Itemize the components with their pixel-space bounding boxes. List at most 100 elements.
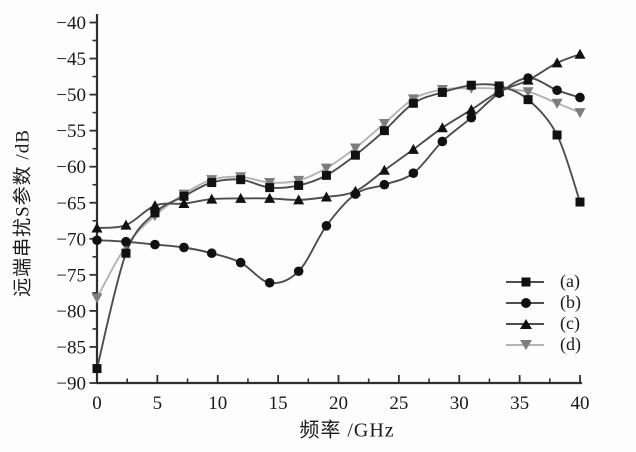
series-a-marker [150,208,160,218]
series-c-line [96,53,581,229]
series-c-marker [206,193,218,204]
series-b-marker [494,88,504,98]
series-d-marker [551,98,563,109]
series-c-marker [407,143,419,154]
series-c-marker [178,197,190,208]
series-b-marker [466,112,477,123]
series-b-marker [150,239,160,250]
y-tick-label: −75 [56,265,86,286]
series-b-marker [92,235,102,246]
series-c-marker [149,200,161,211]
y-tick-label: −85 [56,337,86,358]
x-tick-label: 35 [510,393,529,414]
series-a-marker [207,178,217,188]
series-b-marker [293,266,304,277]
x-tick-label: 40 [571,393,590,414]
y-axis-label: 远端串扰S参数 /dB [12,129,34,297]
series-b-marker [121,236,131,247]
series-b-marker [206,248,217,259]
series-a-marker [121,248,131,258]
series-b-marker [523,73,533,83]
series-c-marker [551,57,563,68]
y-tick-label: −65 [56,193,86,214]
series-a-marker [321,170,331,180]
legend-label-b: (b) [560,292,581,312]
legend-swatch-d [504,338,548,352]
series-a-marker [265,183,275,193]
series-a-marker [552,130,562,140]
y-tick-label: −55 [56,121,86,142]
series-d-marker [378,118,390,129]
series-a-marker [437,87,447,97]
y-tick-label: −40 [56,13,86,34]
triangle-up-marker-icon [520,318,532,329]
legend-label-c: (c) [560,313,580,333]
y-tick-label: −70 [56,229,86,250]
x-tick-label: 0 [92,393,102,414]
series-c-marker [320,191,332,202]
x-tick-label: 5 [153,393,163,414]
x-tick-label: 30 [450,393,469,414]
series-b-marker [179,242,189,253]
series-d-marker [349,143,361,154]
series-c-marker [574,48,586,59]
y-tick-label: −90 [56,374,86,395]
series-c-marker [378,164,390,175]
series-a-marker [408,98,418,108]
series-b-marker [350,189,361,199]
x-axis-label: 频率 /GHz [299,419,395,442]
legend-swatch-b [504,296,548,310]
series-c-marker [264,192,276,203]
y-tick-label: −80 [56,301,86,322]
series-d-marker [264,178,276,189]
series-a-marker [294,180,304,190]
series-a-marker [379,126,389,136]
y-tick-label: −45 [56,49,86,70]
legend-swatch-c [504,317,548,331]
series-d-marker [293,175,305,186]
series-b-line [96,77,581,285]
series-b-marker [379,179,390,190]
legend-label-a: (a) [560,271,580,291]
series-b-marker [264,277,275,288]
series-c-marker [293,194,305,205]
series-a-marker [92,364,102,374]
x-tick-label: 10 [208,393,227,414]
series-b-marker [321,221,332,231]
legend-swatch-a [504,275,548,289]
series-b-marker [408,168,419,178]
series-b-marker [575,92,585,103]
series-a-marker [179,191,189,201]
series-c-marker [436,122,448,133]
x-tick-label: 20 [329,393,348,414]
legend: (a) (b) (c) (d) [504,271,581,355]
series-c-marker [465,104,477,115]
legend-item-a: (a) [504,271,581,292]
series-d-marker [522,87,534,98]
series-b-marker [437,136,448,147]
y-tick-label: −60 [56,157,86,178]
series-c-marker [91,222,103,233]
triangle-down-marker-icon [520,339,532,350]
legend-item-b: (b) [504,292,581,313]
legend-label-d: (d) [560,334,581,354]
series-a-marker [575,197,585,207]
series-d-line [96,87,581,299]
series-a-marker [523,95,533,105]
x-tick-label: 25 [389,393,408,414]
series-a-marker [236,175,246,185]
legend-item-d: (d) [504,334,581,355]
series-d-marker [320,163,332,174]
series-a-marker [466,80,476,90]
series-a-marker [494,81,504,91]
series-d-marker [91,293,103,304]
series-b-marker [235,257,246,268]
x-tick-label: 15 [269,393,288,414]
series-c-marker [120,219,132,230]
legend-item-c: (c) [504,313,581,334]
series-a-marker [350,150,360,160]
square-marker-icon [521,277,531,286]
series-b-marker [552,85,562,96]
